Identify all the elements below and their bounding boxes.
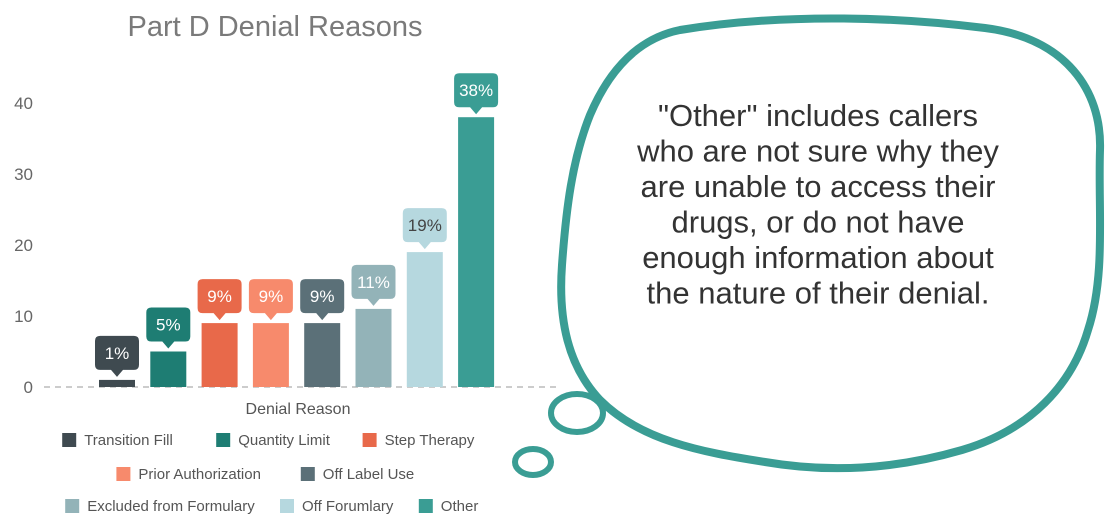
legend-swatch	[216, 433, 231, 447]
data-label-box	[402, 208, 447, 250]
data-label: 1%	[105, 344, 130, 363]
y-tick-label: 20	[14, 236, 33, 255]
y-tick-label: 30	[14, 165, 33, 184]
bar	[458, 117, 495, 387]
thought-bubble-dot-small	[512, 446, 554, 478]
legend-swatch	[62, 433, 77, 447]
bar	[406, 252, 443, 387]
legend-swatch	[65, 499, 80, 513]
data-label-box	[248, 279, 293, 321]
data-label: 9%	[259, 287, 284, 306]
bar	[201, 323, 238, 387]
callout-line: the nature of their denial.	[647, 276, 990, 311]
legend-label: Off Label Use	[323, 466, 414, 483]
data-label-box	[351, 264, 396, 306]
y-tick-label: 10	[14, 307, 33, 326]
y-axis: 0 10 20 30 40	[14, 94, 33, 397]
x-axis-title: Denial Reason	[246, 401, 351, 418]
legend-swatch	[300, 467, 315, 481]
bar	[304, 323, 341, 387]
bar	[252, 323, 289, 387]
bar	[355, 308, 392, 387]
legend-swatch	[116, 467, 131, 481]
callout-line: enough information about	[642, 240, 994, 275]
bar-series: 1% 5% 9% 9% 9% 11% 19% 38%	[95, 73, 499, 387]
data-label: 9%	[207, 287, 232, 306]
thought-bubble-outline	[557, 14, 1105, 473]
y-tick-label: 0	[24, 378, 33, 397]
thought-bubble-callout: "Other" includes callers who are not sure…	[512, 14, 1105, 478]
legend-swatch	[418, 499, 433, 513]
callout-line: are unable to access their	[641, 169, 996, 204]
data-label: 11%	[357, 273, 390, 292]
data-label-box	[300, 279, 345, 321]
data-label: 5%	[156, 316, 181, 335]
data-label-box	[197, 279, 242, 321]
legend: Transition Fill Quantity Limit Step Therap…	[62, 432, 478, 515]
legend-label: Transition Fill	[84, 432, 173, 449]
legend-swatch	[362, 433, 377, 447]
data-label: 9%	[310, 287, 335, 306]
y-tick-label: 40	[14, 94, 33, 113]
thought-bubble-dot-large	[548, 391, 606, 435]
bar	[150, 351, 187, 387]
data-label: 19%	[408, 216, 442, 235]
legend-swatch	[280, 499, 294, 513]
legend-label: Quantity Limit	[238, 432, 331, 449]
callout-line: "Other" includes callers	[658, 98, 978, 133]
chart-title: Part D Denial Reasons	[128, 11, 423, 43]
bar	[99, 379, 135, 387]
callout-line: drugs, or do not have	[672, 205, 965, 240]
legend-label: Prior Authorization	[138, 466, 261, 483]
data-label: 38%	[459, 81, 493, 100]
legend-label: Off Forumlary	[302, 498, 394, 515]
data-label-box	[95, 335, 139, 377]
callout-text: "Other" includes callers who are not sure…	[636, 98, 999, 311]
legend-label: Step Therapy	[385, 432, 475, 449]
legend-label: Excluded from Formulary	[87, 498, 255, 515]
data-label-box	[146, 307, 191, 349]
data-label-box	[454, 73, 499, 115]
legend-label: Other	[441, 498, 479, 515]
callout-line: who are not sure why they	[636, 134, 999, 169]
